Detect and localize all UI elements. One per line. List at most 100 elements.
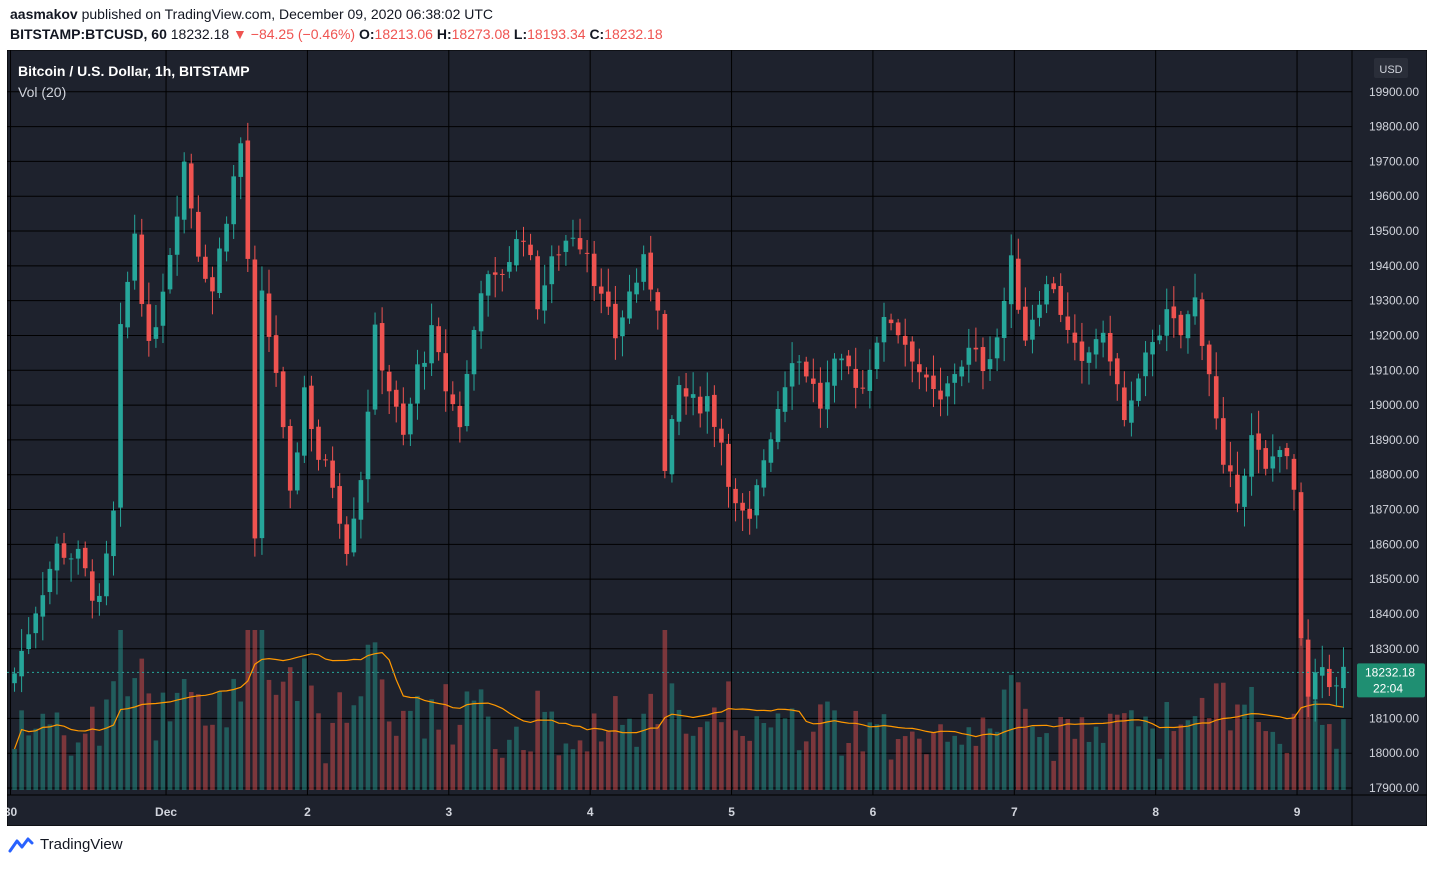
candle[interactable] [1242, 468, 1247, 527]
candle[interactable] [1100, 320, 1106, 358]
footer-brand[interactable]: TradingView [40, 836, 123, 853]
candle[interactable] [789, 342, 795, 410]
candle[interactable] [577, 218, 583, 255]
candle[interactable] [761, 449, 767, 497]
candle[interactable] [365, 389, 371, 503]
candle[interactable] [238, 137, 244, 200]
candle[interactable] [641, 245, 646, 291]
candle[interactable] [1023, 287, 1028, 347]
candle[interactable] [803, 356, 809, 383]
candle[interactable] [196, 195, 201, 262]
candle[interactable] [259, 266, 265, 555]
candle[interactable] [294, 442, 300, 495]
candle[interactable] [549, 245, 555, 304]
candle[interactable] [909, 336, 915, 383]
candle[interactable] [153, 304, 159, 348]
candle[interactable] [372, 312, 378, 415]
candle[interactable] [266, 269, 272, 352]
author-name[interactable]: aasmakov [10, 6, 78, 22]
candle[interactable] [825, 360, 830, 428]
candle[interactable] [471, 326, 477, 391]
candle[interactable] [584, 239, 590, 273]
candle[interactable] [1305, 619, 1311, 718]
candle[interactable] [309, 375, 314, 452]
candle[interactable] [818, 367, 823, 428]
candle[interactable] [1277, 446, 1283, 473]
candle[interactable] [952, 363, 957, 405]
candle[interactable] [82, 541, 88, 577]
candle[interactable] [832, 353, 837, 403]
candle[interactable] [1235, 451, 1240, 513]
candle[interactable] [563, 234, 569, 266]
candle[interactable] [12, 667, 17, 692]
candle[interactable] [415, 349, 420, 420]
candle[interactable] [655, 288, 661, 330]
candle[interactable] [747, 491, 752, 535]
candle[interactable] [323, 454, 328, 467]
candle[interactable] [620, 310, 625, 357]
candle[interactable] [393, 380, 399, 423]
candle[interactable] [492, 256, 498, 298]
candle[interactable] [648, 235, 654, 302]
candle[interactable] [606, 268, 611, 315]
candle[interactable] [740, 493, 745, 531]
candle[interactable] [1030, 304, 1035, 354]
price-chart[interactable]: 19900.00 19800.00 19700.00 19600.00 19500.00… [4, 49, 1428, 827]
candle[interactable] [160, 273, 166, 344]
candle[interactable] [775, 391, 781, 450]
candle[interactable] [931, 355, 936, 407]
candle[interactable] [1143, 341, 1148, 397]
candle[interactable] [1284, 443, 1290, 470]
candle[interactable] [188, 153, 194, 229]
candle[interactable] [514, 230, 519, 272]
candle[interactable] [217, 237, 222, 299]
candle[interactable] [535, 250, 540, 320]
candle[interactable] [1150, 329, 1155, 377]
candle[interactable] [75, 540, 81, 575]
candle[interactable] [1093, 328, 1099, 369]
candle[interactable] [1206, 340, 1212, 397]
candle[interactable] [1270, 434, 1276, 482]
candle[interactable] [499, 269, 505, 292]
candle[interactable] [19, 629, 24, 693]
candle[interactable] [47, 561, 53, 605]
candle[interactable] [68, 553, 74, 582]
candle[interactable] [1157, 324, 1162, 345]
candle[interactable] [867, 349, 873, 409]
candle[interactable] [210, 266, 215, 315]
candle[interactable] [252, 245, 258, 557]
candle[interactable] [697, 386, 703, 428]
candle[interactable] [97, 583, 102, 616]
candle[interactable] [973, 327, 979, 362]
currency-badge[interactable] [1374, 58, 1408, 78]
candle[interactable] [1298, 482, 1304, 646]
candle[interactable] [598, 268, 604, 314]
candle[interactable] [719, 418, 724, 466]
candle[interactable] [118, 302, 123, 527]
candle[interactable] [1327, 654, 1332, 697]
candle[interactable] [89, 559, 95, 619]
candle[interactable] [132, 214, 138, 290]
price-axis[interactable]: 19900.00 19800.00 19700.00 19600.00 19500.00… [1369, 85, 1419, 795]
candle[interactable] [796, 355, 802, 385]
candle[interactable] [945, 376, 950, 416]
candle[interactable] [379, 307, 385, 395]
candle[interactable] [485, 270, 491, 317]
candle[interactable] [1192, 273, 1198, 325]
candle[interactable] [139, 218, 145, 317]
candle[interactable] [1171, 286, 1177, 338]
candle[interactable] [1044, 275, 1049, 314]
candle[interactable] [478, 280, 484, 349]
candle[interactable] [1199, 292, 1205, 361]
candles[interactable] [12, 122, 1346, 722]
candle[interactable] [1122, 371, 1127, 427]
candle[interactable] [457, 391, 463, 443]
candle[interactable] [1079, 322, 1085, 384]
candle[interactable] [54, 536, 60, 595]
candle[interactable] [811, 358, 816, 403]
candle[interactable] [1136, 373, 1141, 407]
candle[interactable] [1334, 676, 1339, 706]
candle[interactable] [507, 246, 512, 279]
footer[interactable]: TradingView [8, 836, 123, 853]
candle[interactable] [287, 419, 293, 509]
